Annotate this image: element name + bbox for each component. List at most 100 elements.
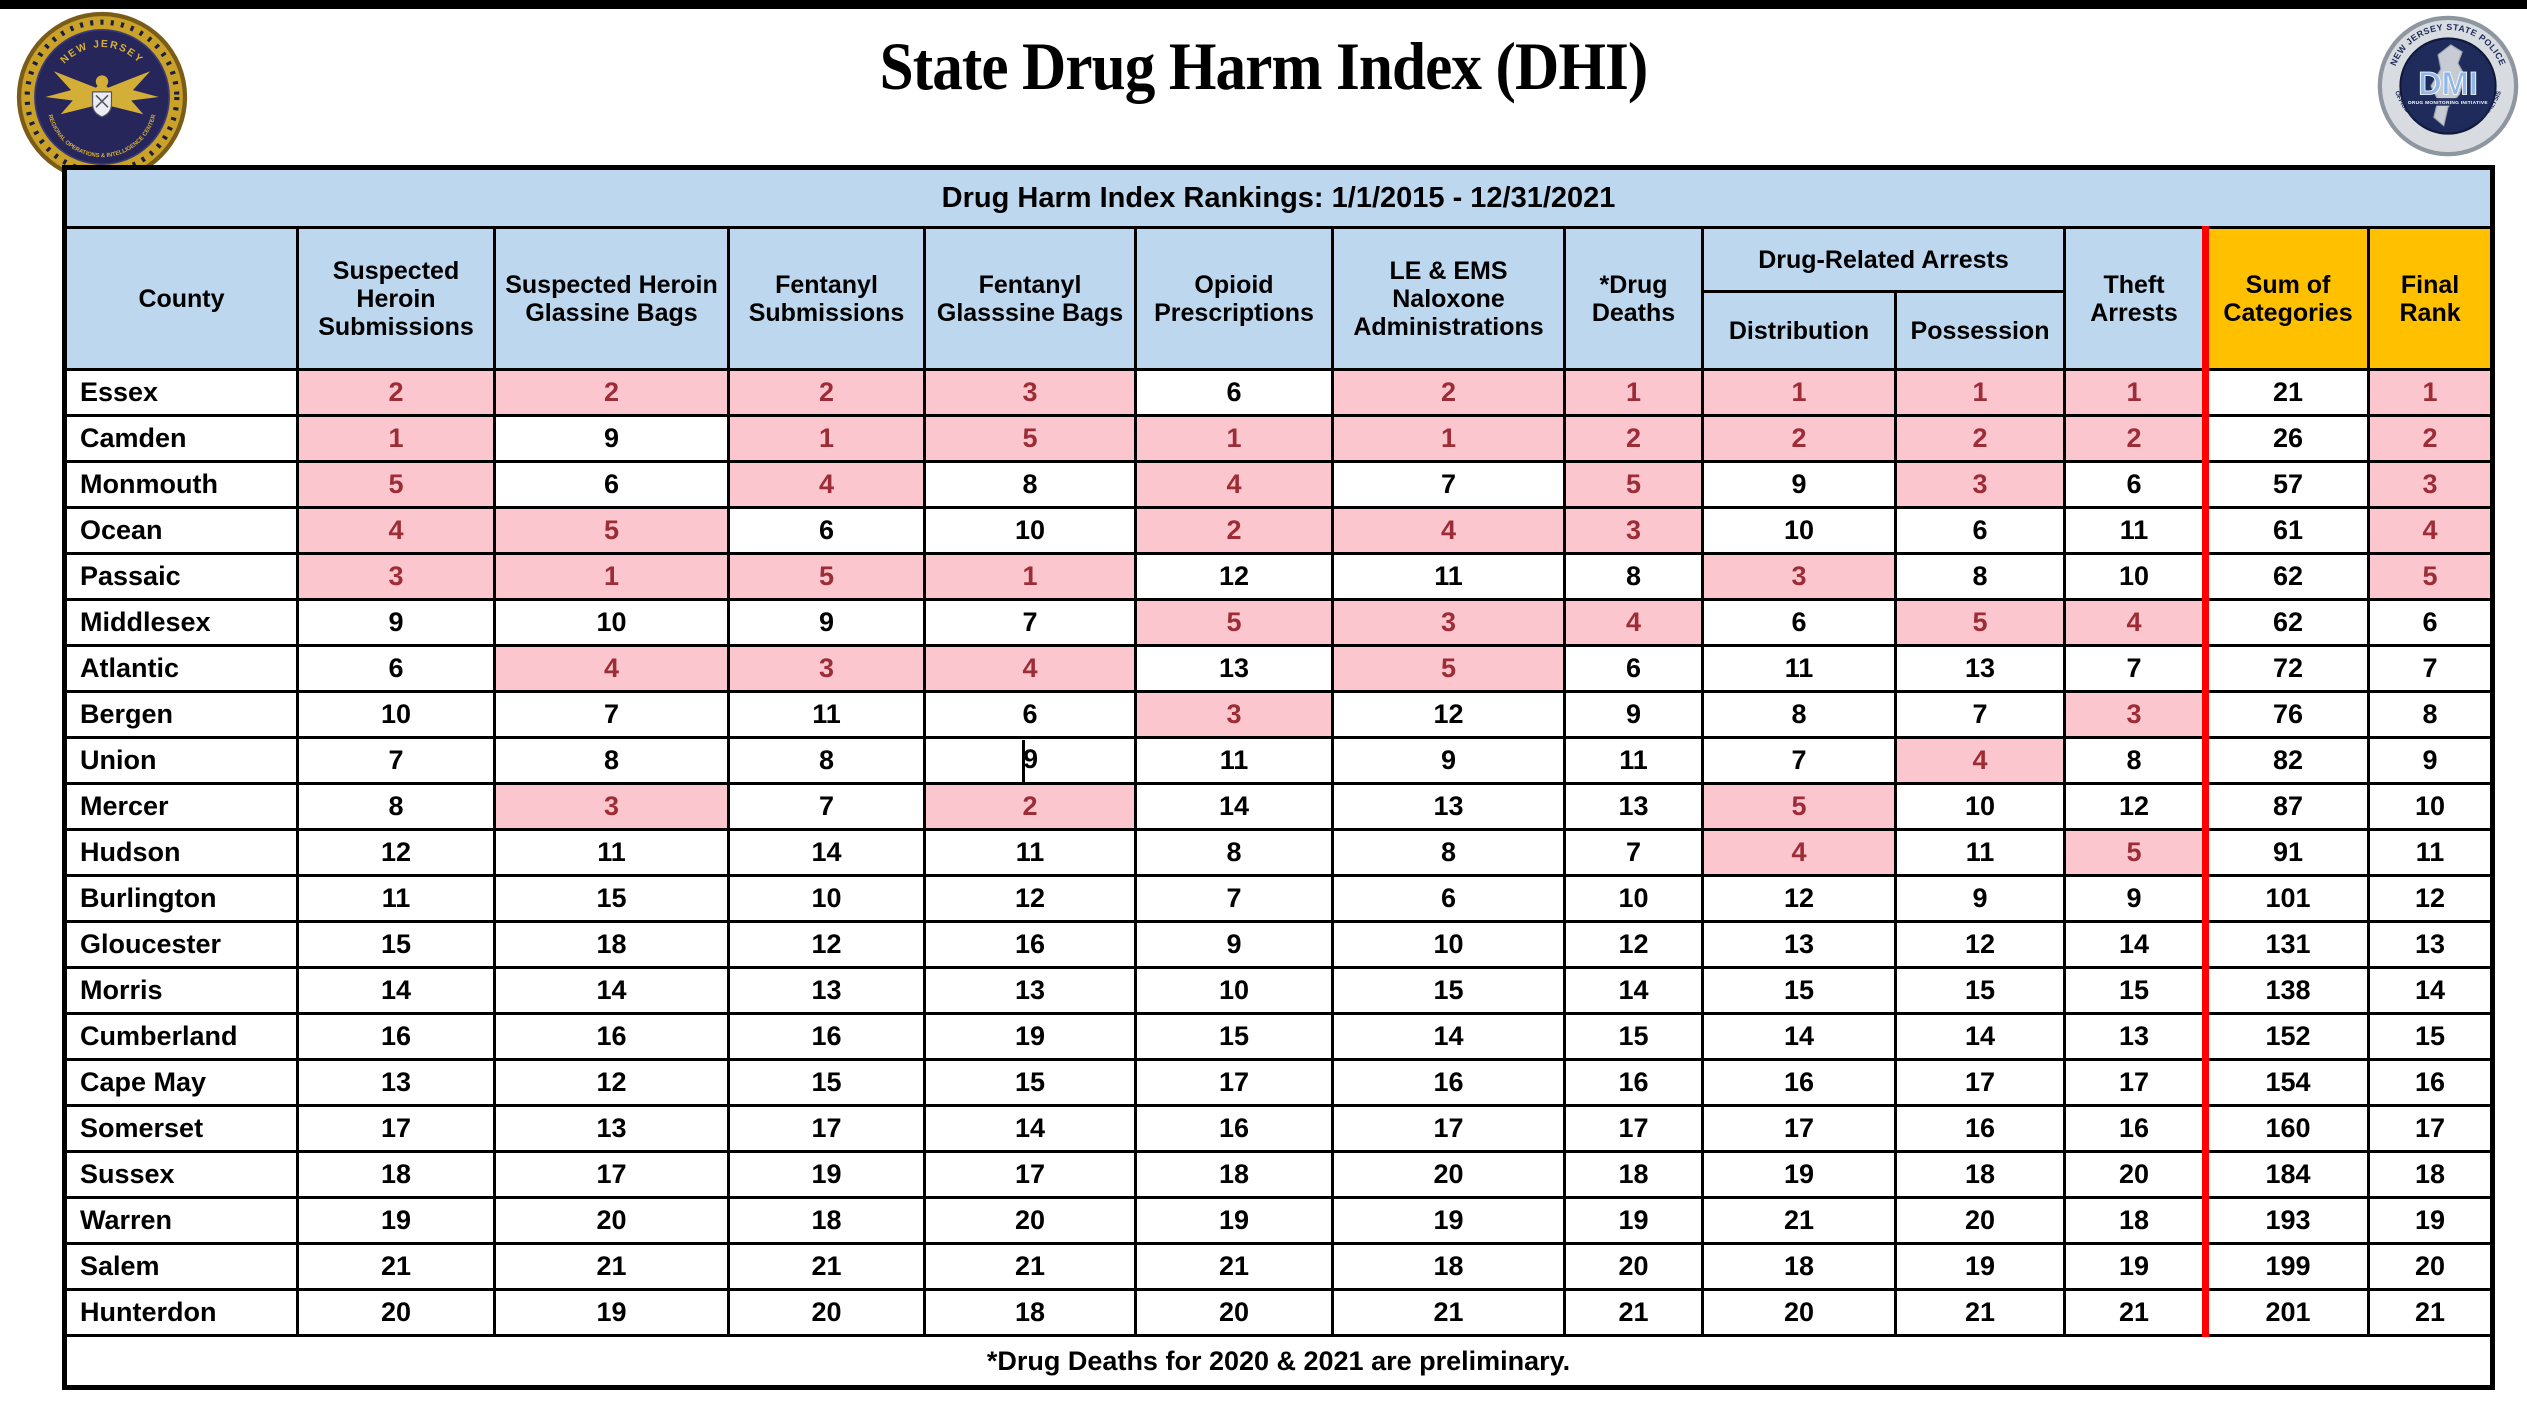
rank-cell: 3 — [727, 644, 926, 693]
rank-cell: 8 — [296, 782, 496, 831]
rank-cell: 1 — [1563, 368, 1704, 417]
county-cell: Bergen — [63, 690, 299, 739]
rank-cell: 19 — [923, 1012, 1137, 1061]
final-rank-cell: 16 — [2366, 1058, 2495, 1107]
rank-cell: 18 — [727, 1196, 926, 1245]
county-cell: Sussex — [63, 1150, 299, 1199]
text-cursor-artifact — [1021, 740, 1025, 781]
rank-cell: 6 — [1331, 874, 1566, 923]
table-row: Mercer 8 3 7 2 14 13 13 5 10 12 87 10 — [63, 782, 2495, 831]
rank-cell: 13 — [923, 966, 1137, 1015]
rank-cell: 5 — [1894, 598, 2066, 647]
rank-cell: 13 — [2063, 1012, 2207, 1061]
rank-cell: 4 — [1563, 598, 1704, 647]
final-rank-cell: 13 — [2366, 920, 2495, 969]
rank-cell: 12 — [296, 828, 496, 877]
sum-cell: 61 — [2202, 506, 2370, 555]
rank-cell: 5 — [493, 506, 730, 555]
rank-cell: 13 — [1134, 644, 1334, 693]
rank-cell: 15 — [296, 920, 496, 969]
final-rank-cell: 1 — [2366, 368, 2495, 417]
rank-cell: 7 — [727, 782, 926, 831]
rank-cell: 10 — [1701, 506, 1897, 555]
county-cell: Gloucester — [63, 920, 299, 969]
rank-cell: 21 — [493, 1242, 730, 1291]
rank-cell: 19 — [727, 1150, 926, 1199]
rank-cell: 1 — [1134, 414, 1334, 463]
rank-cell: 1 — [923, 552, 1137, 601]
rank-cell: 4 — [1134, 460, 1334, 509]
table-row: Camden 1 9 1 5 1 1 2 2 2 2 26 2 — [63, 414, 2495, 463]
final-rank-cell: 17 — [2366, 1104, 2495, 1153]
table-row: Salem 21 21 21 21 21 18 20 18 19 19 199 20 — [63, 1242, 2495, 1291]
rank-cell: 19 — [1134, 1196, 1334, 1245]
rank-cell: 15 — [727, 1058, 926, 1107]
rank-cell: 10 — [1894, 782, 2066, 831]
rank-cell: 7 — [296, 736, 496, 785]
rank-cell: 20 — [727, 1288, 926, 1337]
sum-cell: 184 — [2202, 1150, 2370, 1199]
rank-cell: 15 — [1701, 966, 1897, 1015]
rank-cell: 16 — [1134, 1104, 1334, 1153]
table-row: Cumberland 16 16 16 19 15 14 15 14 14 13 152 15 — [63, 1012, 2495, 1061]
table-row: Hudson 12 11 14 11 8 8 7 4 11 5 91 11 — [63, 828, 2495, 877]
rank-cell: 10 — [493, 598, 730, 647]
rank-cell: 8 — [493, 736, 730, 785]
rank-cell: 21 — [1563, 1288, 1704, 1337]
sum-cell: 199 — [2202, 1242, 2370, 1291]
final-rank-cell: 5 — [2366, 552, 2495, 601]
rank-cell: 4 — [727, 460, 926, 509]
rank-cell: 12 — [2063, 782, 2207, 831]
rank-cell: 18 — [1134, 1150, 1334, 1199]
rank-cell: 12 — [923, 874, 1137, 923]
county-cell: Middlesex — [63, 598, 299, 647]
footnote-text: *Drug Deaths for 2020 & 2021 are prelimi… — [62, 1334, 2495, 1389]
col-header-distribution: Distribution — [1701, 290, 1897, 371]
rank-cell: 16 — [1331, 1058, 1566, 1107]
rank-cell: 19 — [2063, 1242, 2207, 1291]
table-row: Bergen 10 7 11 6 3 12 9 8 7 3 76 8 — [63, 690, 2495, 739]
rank-cell: 12 — [1331, 690, 1566, 739]
sum-cell: 101 — [2202, 874, 2370, 923]
rank-cell: 2 — [296, 368, 496, 417]
rank-cell: 13 — [1894, 644, 2066, 693]
county-cell: Hudson — [63, 828, 299, 877]
rank-cell: 7 — [493, 690, 730, 739]
rank-cell: 12 — [1134, 552, 1334, 601]
sum-cell: 152 — [2202, 1012, 2370, 1061]
rank-cell: 15 — [1331, 966, 1566, 1015]
final-rank-cell: 21 — [2366, 1288, 2495, 1337]
final-rank-cell: 7 — [2366, 644, 2495, 693]
rank-cell: 16 — [296, 1012, 496, 1061]
table-row: Union 7 8 8 9 11 9 11 7 4 8 82 9 — [63, 736, 2495, 785]
rank-cell: 7 — [923, 598, 1137, 647]
eagle-icon — [45, 71, 159, 118]
rank-cell: 3 — [2063, 690, 2207, 739]
table-row: Monmouth 5 6 4 8 4 7 5 9 3 6 57 3 — [63, 460, 2495, 509]
rank-cell: 18 — [1563, 1150, 1704, 1199]
dhi-rankings-table: Drug Harm Index Rankings: 1/1/2015 - 12/… — [62, 165, 2496, 1390]
rank-cell: 7 — [2063, 644, 2207, 693]
rank-cell: 14 — [493, 966, 730, 1015]
rank-cell: 2 — [727, 368, 926, 417]
table-row: Essex 2 2 2 3 6 2 1 1 1 1 21 1 — [63, 368, 2495, 417]
table-row: Gloucester 15 18 12 16 9 10 12 13 12 14 131 13 — [63, 920, 2495, 969]
table-row: Somerset 17 13 17 14 16 17 17 17 16 16 160 17 — [63, 1104, 2495, 1153]
rank-cell: 13 — [1701, 920, 1897, 969]
sum-cell: 72 — [2202, 644, 2370, 693]
sum-cell: 131 — [2202, 920, 2370, 969]
rank-cell: 3 — [493, 782, 730, 831]
sum-cell: 82 — [2202, 736, 2370, 785]
rank-cell: 21 — [1701, 1196, 1897, 1245]
sum-cell: 154 — [2202, 1058, 2370, 1107]
rank-cell: 15 — [2063, 966, 2207, 1015]
njroic-seal-logo: NEW JERSEY REGIONAL OPERATIONS & INTELLI… — [16, 11, 188, 183]
rank-cell: 2 — [1563, 414, 1704, 463]
final-rank-cell: 14 — [2366, 966, 2495, 1015]
rank-cell: 18 — [2063, 1196, 2207, 1245]
rank-cell: 17 — [296, 1104, 496, 1153]
rank-cell: 11 — [1134, 736, 1334, 785]
rank-cell: 21 — [1331, 1288, 1566, 1337]
rank-cell: 1 — [493, 552, 730, 601]
slide-header: NEW JERSEY REGIONAL OPERATIONS & INTELLI… — [0, 9, 2527, 183]
